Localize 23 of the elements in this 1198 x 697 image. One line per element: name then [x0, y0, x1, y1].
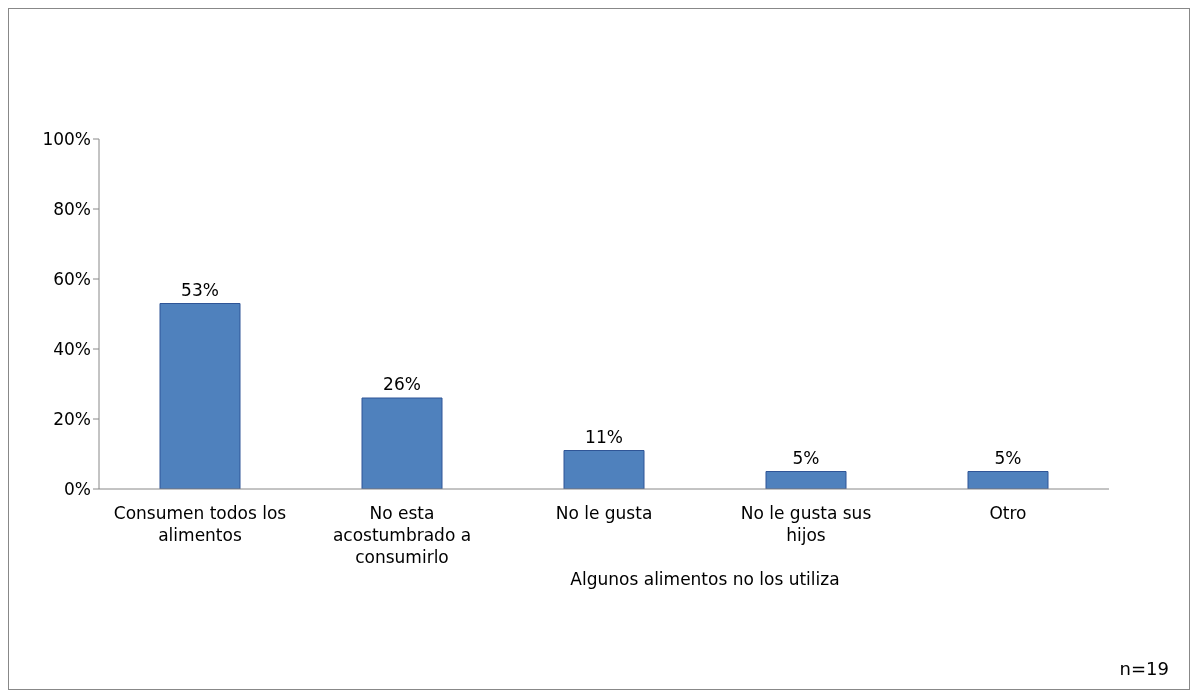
x-tick-label: No esta acostumbrado a consumirlo: [332, 503, 472, 567]
text: Algunos alimentos no los utiliza: [569, 569, 841, 589]
data-label: 5%: [792, 447, 820, 468]
x-tick-label: No le gusta: [555, 503, 653, 523]
data-label: 5%: [994, 447, 1022, 468]
data-label: 11%: [585, 426, 623, 447]
y-tick-label: 0%: [64, 479, 91, 500]
bar: [159, 303, 241, 489]
y-tick-label: 100%: [42, 129, 91, 150]
y-tick-label: 40%: [53, 339, 91, 360]
text: n=19: [1119, 658, 1169, 679]
bar: [765, 471, 847, 489]
y-tick-label: 20%: [53, 409, 91, 430]
y-tick-label: 60%: [53, 269, 91, 290]
y-tick-label: 80%: [53, 199, 91, 220]
bar: [563, 450, 645, 489]
data-label: 53%: [181, 279, 219, 300]
x-tick-label: No le gusta sus hijos: [740, 503, 872, 545]
x-tick-label: Otro: [989, 503, 1027, 523]
bar: [967, 471, 1049, 489]
x-tick-label: Consumen todos los alimentos: [113, 503, 287, 545]
bar: [361, 397, 443, 489]
data-label: 26%: [383, 374, 421, 394]
